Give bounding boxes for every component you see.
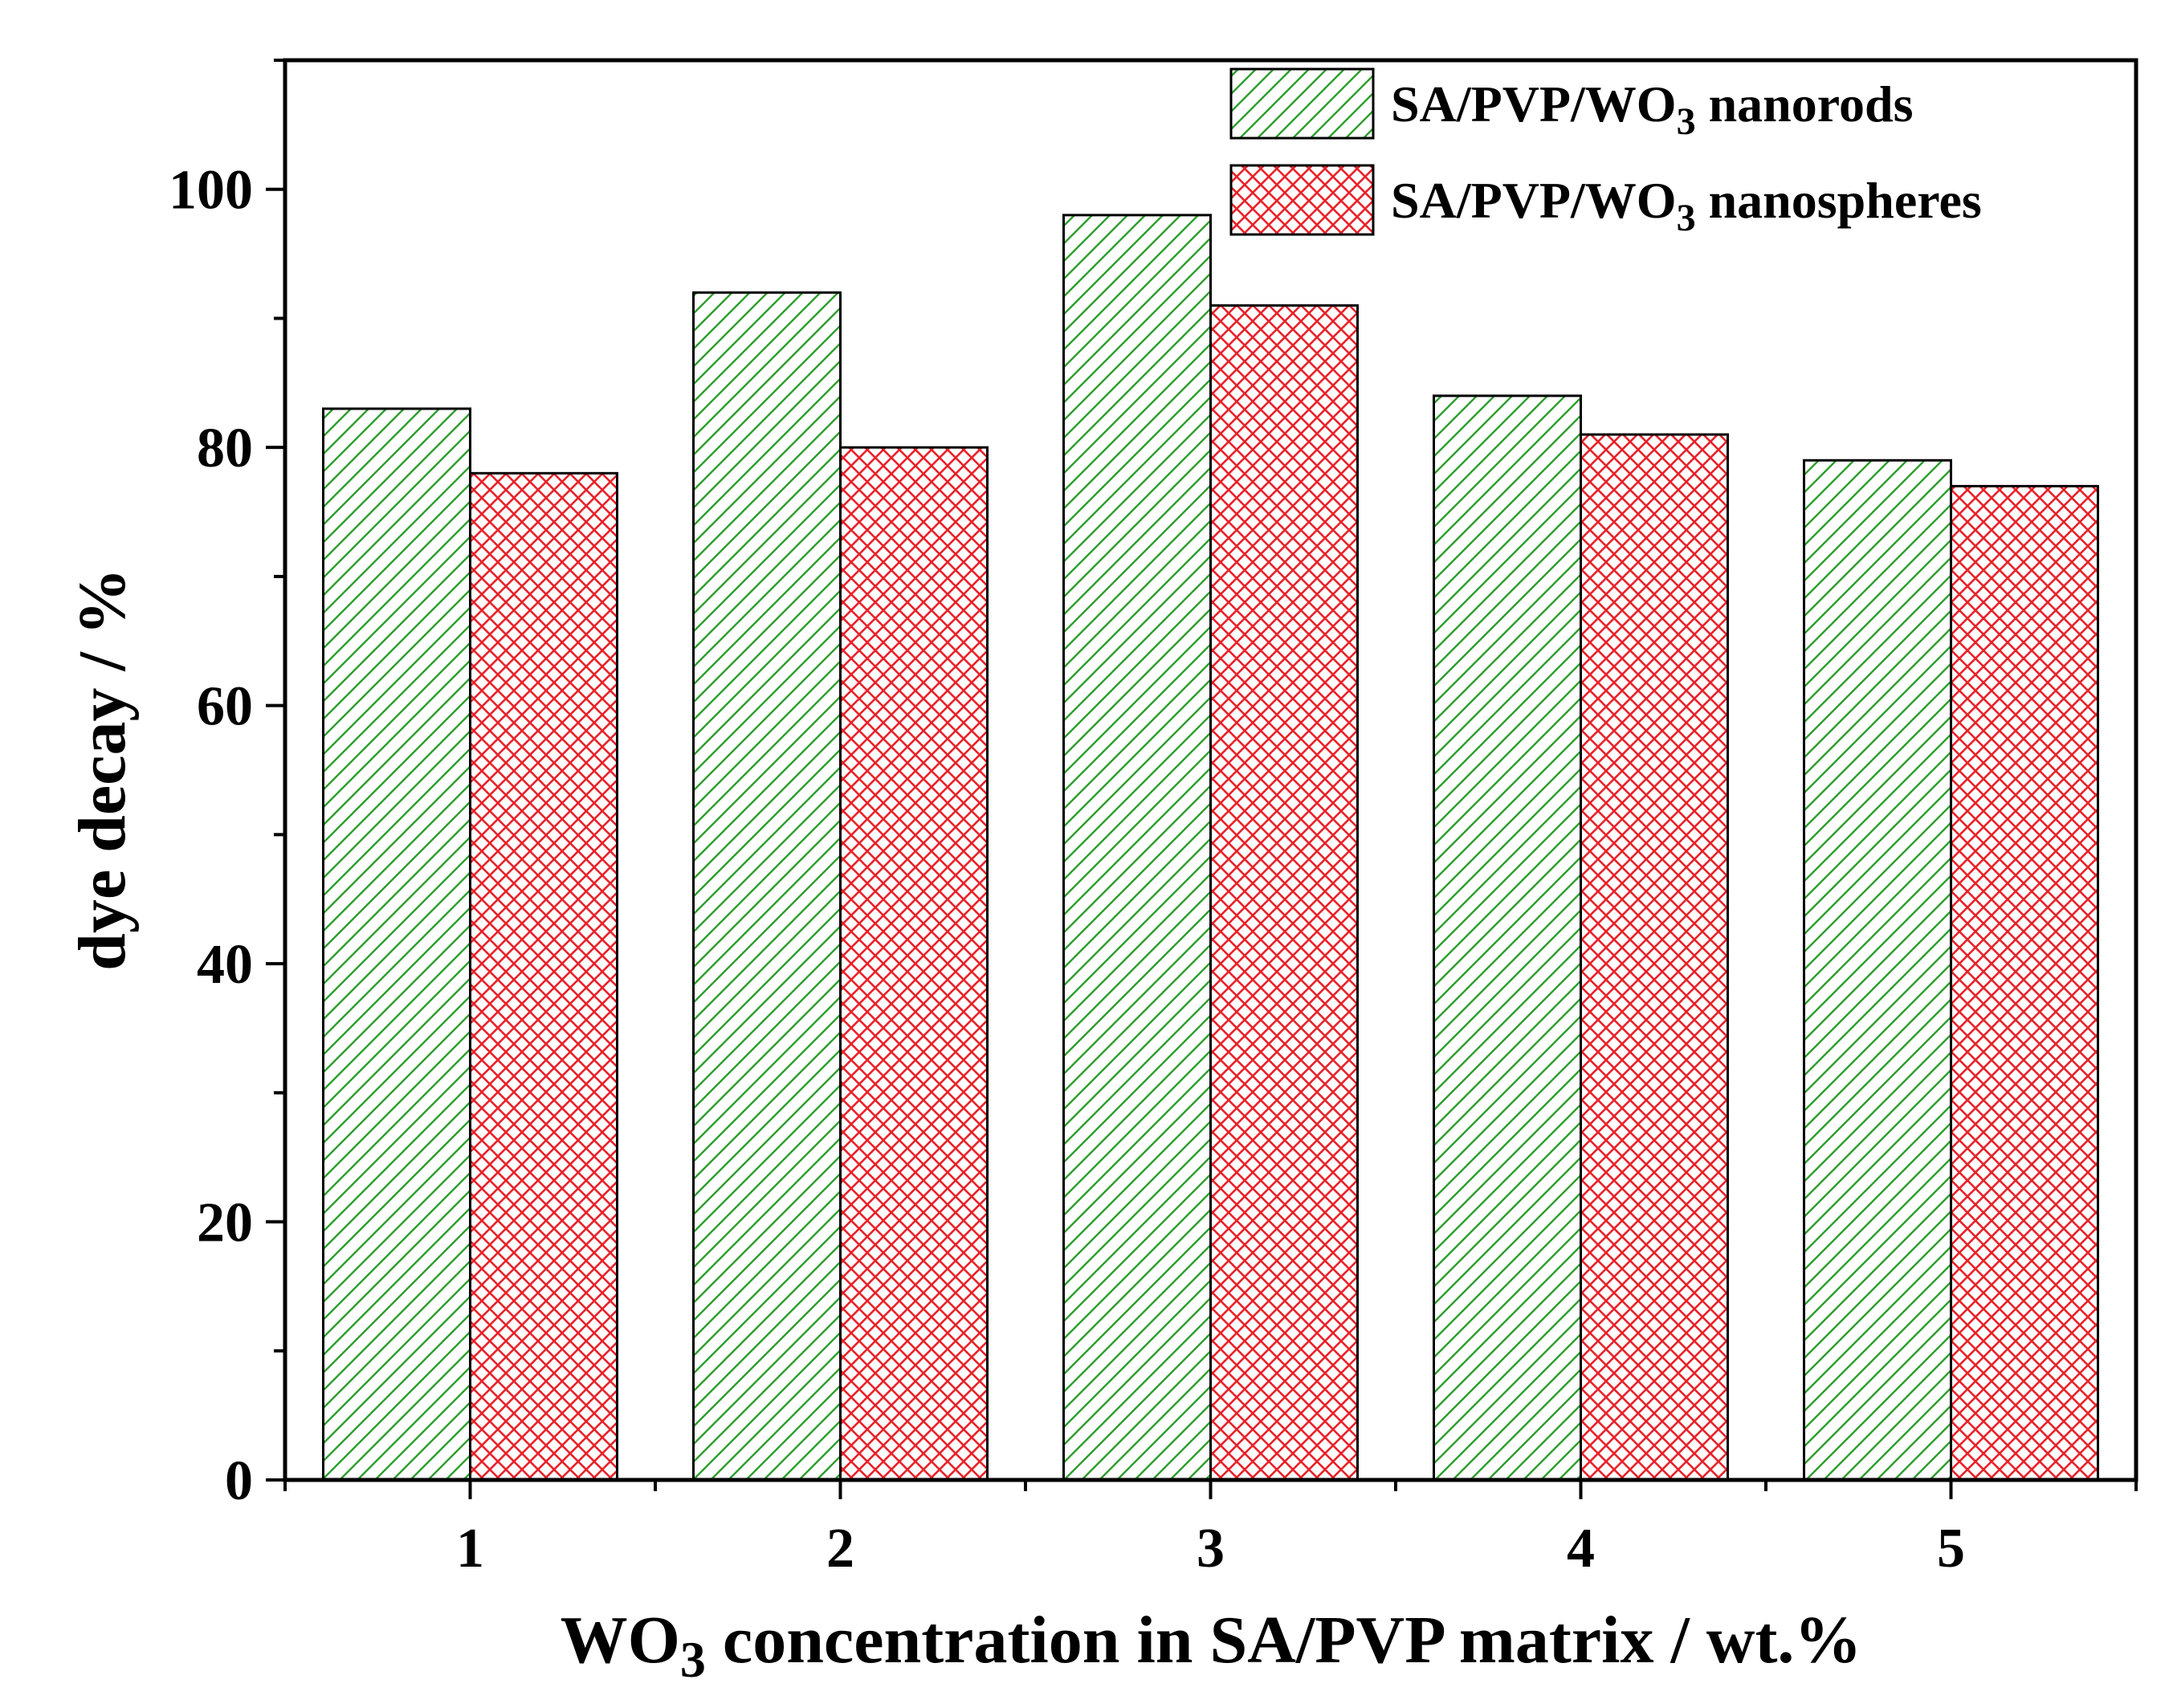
legend-label-prefix: SA/PVP/WO bbox=[1391, 172, 1677, 229]
y-tick-label: 60 bbox=[197, 676, 253, 738]
y-axis-title: dye decay / % bbox=[65, 568, 140, 971]
x-tick-label: 1 bbox=[456, 1518, 484, 1580]
bars-layer bbox=[322, 214, 2099, 1482]
legend-label-subscript: 3 bbox=[1677, 100, 1696, 143]
x-tick-label: 3 bbox=[1197, 1518, 1225, 1580]
bar-series1-3 bbox=[1062, 214, 1212, 1482]
legend-swatch-1 bbox=[1229, 67, 1375, 140]
y-tick-label: 40 bbox=[197, 934, 253, 996]
y-tick-label: 20 bbox=[197, 1192, 253, 1254]
legend-label-2: SA/PVP/WO3 nanospheres bbox=[1391, 172, 1982, 239]
x-tick-label: 2 bbox=[826, 1518, 854, 1580]
bar-series2-1 bbox=[469, 471, 618, 1482]
bar-series2-3 bbox=[1209, 304, 1359, 1482]
legend-swatch-2 bbox=[1229, 164, 1375, 236]
bar-series1-4 bbox=[1433, 394, 1582, 1482]
x-tick-label: 5 bbox=[1937, 1518, 1965, 1580]
x-axis-title: WO3 concentration in SA/PVP matrix / wt.… bbox=[561, 1603, 1862, 1688]
x-title-prefix: WO bbox=[561, 1603, 680, 1677]
legend-label-prefix: SA/PVP/WO bbox=[1391, 75, 1677, 132]
x-title-suffix: concentration in SA/PVP matrix / wt.% bbox=[706, 1603, 1862, 1677]
bar-series1-2 bbox=[692, 291, 842, 1482]
x-title-subscript: 3 bbox=[680, 1631, 706, 1688]
ticks-layer bbox=[266, 59, 2138, 1499]
bar-series1-5 bbox=[1803, 459, 1952, 1482]
bar-series2-5 bbox=[1950, 484, 2099, 1482]
bar-series2-2 bbox=[839, 446, 989, 1482]
legend-label-suffix: nanospheres bbox=[1696, 172, 1982, 229]
bar-series1-1 bbox=[322, 407, 471, 1482]
bar-series2-4 bbox=[1580, 433, 1729, 1482]
y-tick-label: 100 bbox=[169, 160, 253, 222]
y-tick-label: 80 bbox=[197, 418, 253, 479]
x-tick-label: 4 bbox=[1567, 1518, 1595, 1580]
legend-label-1: SA/PVP/WO3 nanorods bbox=[1391, 75, 1914, 143]
labels-layer: 0 20 40 60 80 100 1 2 3 4 5 bbox=[169, 160, 1965, 1580]
legend-label-suffix: nanorods bbox=[1696, 75, 1914, 132]
y-tick-label: 0 bbox=[225, 1450, 253, 1512]
legend-label-subscript: 3 bbox=[1677, 197, 1696, 239]
